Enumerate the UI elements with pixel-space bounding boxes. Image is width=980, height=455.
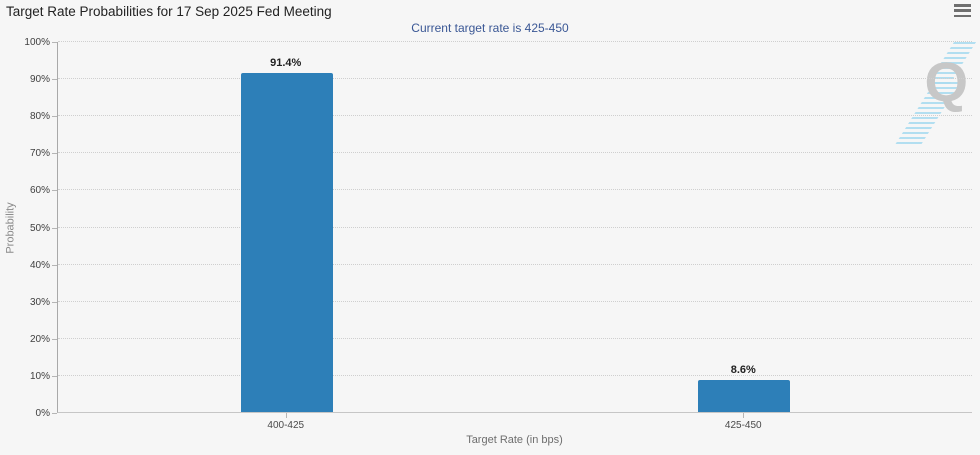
gridline <box>58 226 972 228</box>
y-tick-label: 100% <box>24 37 50 48</box>
y-tick-mark <box>52 375 57 377</box>
y-tick-mark <box>52 79 57 81</box>
gridline <box>58 337 972 339</box>
watermark-q-letter: Q <box>924 50 968 113</box>
bar-value-label: 8.6% <box>730 364 756 376</box>
gridline <box>58 41 972 42</box>
y-tick-mark <box>52 227 57 229</box>
y-tick-mark <box>52 42 57 43</box>
y-tick-label: 20% <box>29 333 50 345</box>
x-axis-title: Target Rate (in bps) <box>466 434 563 446</box>
menu-bar <box>954 14 971 17</box>
y-tick-label: 10% <box>29 370 50 382</box>
menu-bar <box>954 9 971 12</box>
y-tick-mark <box>52 116 57 118</box>
y-tick-mark <box>52 413 57 414</box>
y-tick-mark <box>52 264 57 266</box>
gridline <box>58 300 972 302</box>
chart-title: Target Rate Probabilities for 17 Sep 202… <box>6 4 332 19</box>
y-tick-label: 50% <box>29 222 50 234</box>
plot-area: Q <box>57 41 977 413</box>
y-tick-mark <box>52 338 57 340</box>
y-tick-mark <box>52 153 57 155</box>
probability-bar-400-425[interactable] <box>240 73 333 412</box>
x-tick-mark <box>285 413 287 418</box>
y-tick-label: 40% <box>29 259 50 271</box>
y-tick-mark <box>52 190 57 192</box>
menu-bar <box>954 4 971 7</box>
gridline <box>58 189 972 191</box>
y-tick-label: 70% <box>29 148 50 160</box>
probability-bar-425-450[interactable] <box>698 380 791 412</box>
x-tick-label: 425-450 <box>724 420 762 431</box>
chart-subtitle: Current target rate is 425-450 <box>411 21 569 35</box>
y-tick-label: 30% <box>29 296 50 308</box>
bar-value-label: 91.4% <box>270 57 302 69</box>
x-tick-label: 400-425 <box>267 420 305 431</box>
gridline <box>58 115 972 117</box>
y-tick-label: 80% <box>29 111 50 123</box>
y-tick-mark <box>52 301 57 303</box>
gridline <box>58 152 972 154</box>
gridline <box>58 374 972 376</box>
gridline <box>58 263 972 265</box>
y-tick-label: 0% <box>35 408 50 419</box>
hamburger-menu-icon[interactable] <box>954 4 971 17</box>
y-tick-label: 60% <box>29 185 50 197</box>
watermark-bolt-icon <box>925 42 977 87</box>
gridline <box>58 78 972 80</box>
quikstrike-watermark: Q <box>893 42 977 152</box>
x-tick-mark <box>743 413 745 418</box>
y-tick-label: 90% <box>29 74 50 86</box>
